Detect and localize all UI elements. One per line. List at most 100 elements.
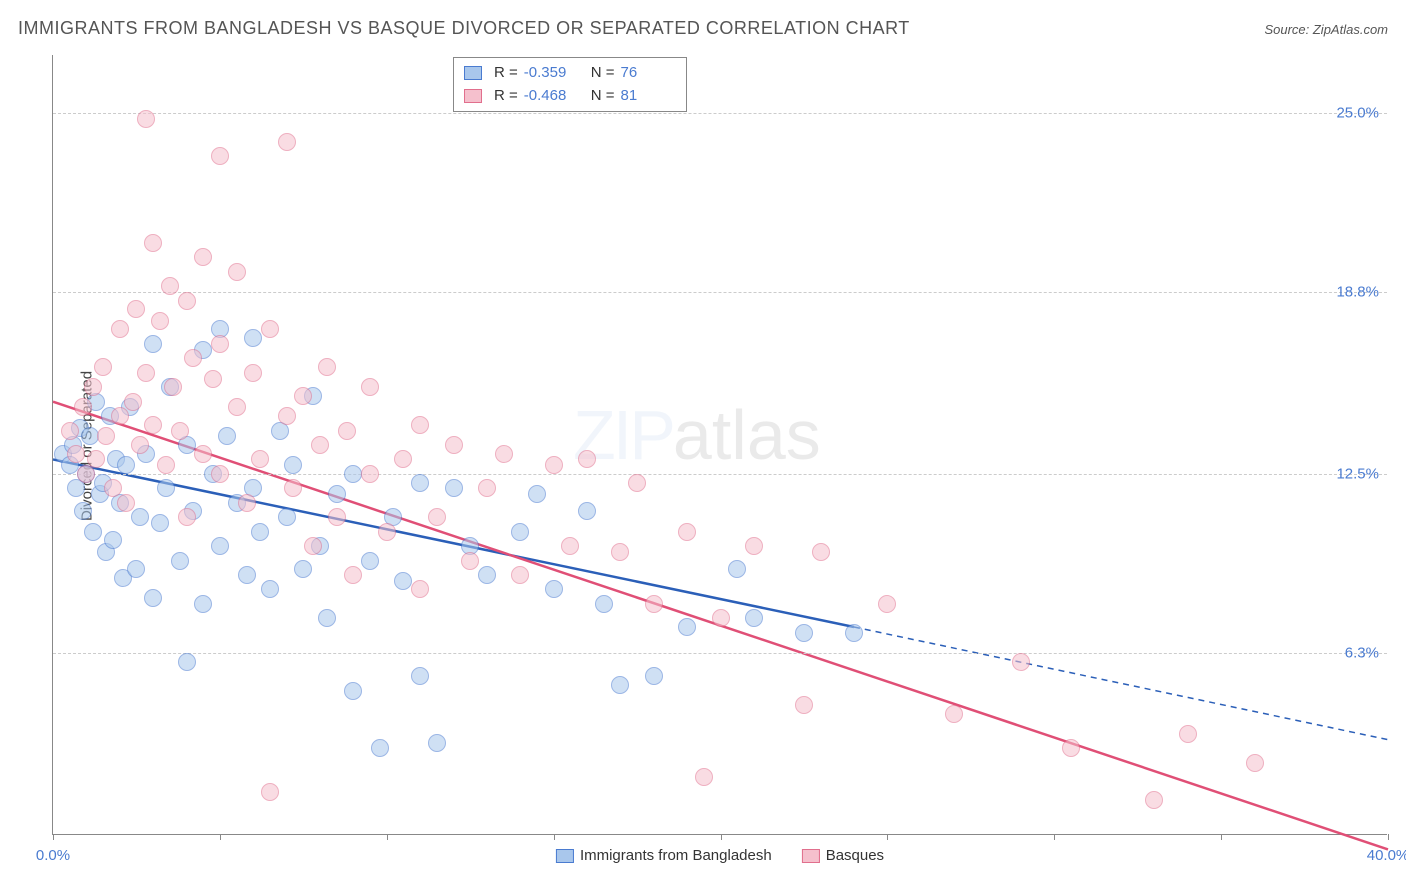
data-point [318,609,336,627]
data-point [144,416,162,434]
data-point [361,378,379,396]
data-point [728,560,746,578]
data-point [678,523,696,541]
data-point [1145,791,1163,809]
data-point [645,595,663,613]
legend-series: Immigrants from Bangladesh Basques [556,847,884,864]
data-point [845,624,863,642]
data-point [111,407,129,425]
data-point [495,445,513,463]
y-tick-label: 18.8% [1336,283,1379,300]
data-point [578,502,596,520]
data-point [278,133,296,151]
data-point [378,523,396,541]
data-point [561,537,579,555]
data-point [261,580,279,598]
data-point [251,523,269,541]
data-point [228,263,246,281]
data-point [678,618,696,636]
data-point [124,393,142,411]
data-point [94,358,112,376]
data-point [284,479,302,497]
data-point [211,537,229,555]
data-point [151,312,169,330]
data-point [1179,725,1197,743]
data-point [104,531,122,549]
data-point [211,465,229,483]
data-point [74,398,92,416]
data-point [278,407,296,425]
data-point [84,523,102,541]
data-point [184,349,202,367]
data-point [157,456,175,474]
data-point [171,422,189,440]
data-point [478,566,496,584]
data-point [411,667,429,685]
data-point [344,465,362,483]
data-point [394,572,412,590]
x-tick [1054,834,1055,840]
data-point [178,508,196,526]
data-point [795,624,813,642]
data-point [117,494,135,512]
data-point [144,335,162,353]
data-point [361,465,379,483]
data-point [238,566,256,584]
x-tick [387,834,388,840]
data-point [294,387,312,405]
data-point [328,508,346,526]
data-point [151,514,169,532]
data-point [411,474,429,492]
data-point [144,589,162,607]
data-point [1246,754,1264,772]
data-point [361,552,379,570]
source-attribution: Source: ZipAtlas.com [1264,22,1388,37]
data-point [611,543,629,561]
gridline [53,653,1387,654]
x-tick [554,834,555,840]
x-tick [220,834,221,840]
data-point [67,445,85,463]
data-point [171,552,189,570]
legend-item: Immigrants from Bangladesh [556,847,772,864]
chart-title: IMMIGRANTS FROM BANGLADESH VS BASQUE DIV… [18,18,910,39]
y-tick-label: 6.3% [1345,645,1379,662]
data-point [545,456,563,474]
data-point [157,479,175,497]
data-point [511,566,529,584]
data-point [117,456,135,474]
data-point [595,595,613,613]
watermark: ZIPatlas [573,395,821,475]
data-point [528,485,546,503]
data-point [238,494,256,512]
data-point [812,543,830,561]
data-point [645,667,663,685]
data-point [61,422,79,440]
data-point [328,485,346,503]
y-tick-label: 12.5% [1336,465,1379,482]
data-point [511,523,529,541]
data-point [97,427,115,445]
data-point [251,450,269,468]
data-point [344,566,362,584]
data-point [311,436,329,454]
data-point [211,147,229,165]
data-point [338,422,356,440]
data-point [284,456,302,474]
x-tick-label: 40.0% [1367,847,1406,864]
data-point [445,436,463,454]
legend-stats: R = -0.359N = 76R = -0.468N = 81 [453,57,687,112]
data-point [394,450,412,468]
data-point [545,580,563,598]
legend-item: Basques [802,847,884,864]
data-point [104,479,122,497]
data-point [578,450,596,468]
data-point [111,320,129,338]
data-point [611,676,629,694]
data-point [428,734,446,752]
data-point [228,398,246,416]
data-point [878,595,896,613]
data-point [795,696,813,714]
data-point [74,502,92,520]
legend-stat-row: R = -0.359N = 76 [464,62,676,85]
